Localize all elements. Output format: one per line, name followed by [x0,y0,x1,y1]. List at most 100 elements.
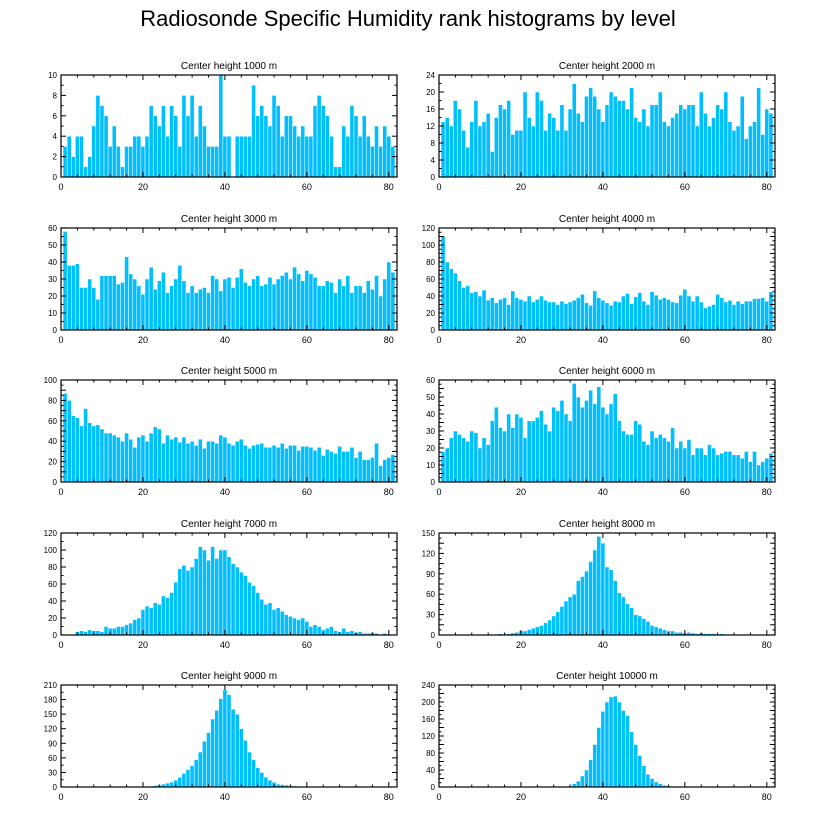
chart-1-bar [341,125,347,178]
chart-2-bar [756,87,761,178]
chart-8-xtick-label: 40 [598,640,608,650]
chart-5-bar [124,432,129,483]
chart-5-bar [320,455,326,483]
chart-6-bar [674,447,679,483]
chart-1-bar [185,115,191,178]
chart-5-bar [66,400,72,483]
chart-6-bar [567,420,573,483]
chart-8-ytick-label: 60 [426,590,435,599]
chart-3-bar [173,278,179,331]
chart-4-bar [485,300,491,331]
chart-7-bar [279,610,285,636]
chart-1-bar [296,135,301,178]
chart-6-bar [489,420,495,483]
chart-5-bar [177,441,183,483]
chart-5-bar [349,447,355,483]
chart-2-bar [682,108,688,178]
chart-1-ytick-label: 0 [53,173,58,182]
chart-5-bar [165,434,170,483]
chart-6-bar [571,383,577,483]
chart-1-ytick-label: 8 [53,91,58,100]
chart-1-bar [279,135,285,178]
chart-7-xtick-label: 0 [58,640,63,650]
chart-10-bar [576,780,581,788]
chart-3-bar [103,275,109,331]
chart-7-bar [152,602,158,636]
chart-10-ytick-label: 240 [422,681,436,690]
chart-1-bar [386,135,392,178]
chart-1-bar [267,125,273,178]
chart-6-bar [600,406,606,483]
chart-2-xtick-label: 80 [762,182,772,192]
chart-10-title: Center height 10000 m [556,671,658,682]
chart-1-title: Center height 1000 m [181,61,277,72]
chart-7-bar [161,595,166,636]
chart-4-bar [489,297,495,331]
chart-1-bar [169,105,174,178]
chart-2-bar [571,83,577,178]
chart-4-bar [698,301,704,331]
chart-5-bar [329,451,334,483]
chart-5-bar [70,415,76,483]
chart-3-bar [87,278,92,331]
chart-2-bar [670,117,675,178]
chart-4-bar [506,304,511,331]
chart-9-bar [238,728,244,788]
chart-7-bar [144,605,150,636]
chart-2-bar [543,130,548,178]
chart-10-bar [608,696,614,788]
chart-2-bar [444,117,450,178]
chart-5-bar [288,445,293,483]
chart-7-bar [316,626,322,636]
chart-6-bar [731,454,737,483]
chart-4-ytick-label: 0 [431,326,436,335]
chart-8-bar [522,630,528,636]
chart-3-ytick-label: 50 [48,241,57,250]
chart-9-bar [222,689,228,788]
chart-3-xtick-label: 40 [220,335,230,345]
chart-8-bar [608,569,614,636]
chart-4-bar [440,236,446,331]
chart-9-bar [263,777,269,788]
chart-5-bar [325,449,330,483]
chart-3-bar [349,292,355,331]
chart-6-bar [694,447,700,483]
chart-4-bar [621,295,626,331]
chart-6-xtick-label: 60 [680,487,690,497]
chart-6-bar [461,437,466,483]
chart-2-bar [506,100,511,178]
chart-8-bar [592,549,598,636]
chart-5-bar [91,425,97,483]
chart-7-ytick-label: 40 [48,597,57,606]
chart-4-ytick-label: 100 [422,241,436,250]
chart-10-bar [633,744,638,788]
chart-2-bar [522,91,528,178]
chart-4-bar [707,305,712,331]
chart-3-bar [185,292,191,331]
chart-5-bar [238,438,244,483]
chart-2-bar [453,100,458,178]
chart-4-ytick-label: 20 [426,309,435,318]
chart-6-bar [477,447,483,483]
chart-6-bar [662,437,667,483]
chart-2-bar [547,113,552,178]
chart-2-bar [653,104,659,178]
chart-9-bar [267,779,273,788]
chart-4-bar [629,303,634,331]
chart-7-bar [234,566,240,636]
chart-4-bar [744,300,749,331]
chart-4-bar [576,297,581,331]
chart-4-bar [625,293,630,331]
chart-8-xtick-label: 60 [680,640,690,650]
chart-6-bar [690,454,696,483]
chart-4-ytick-label: 60 [426,275,435,284]
chart-2-bar [559,104,565,178]
chart-2-bar [723,91,729,178]
chart-4-bar [465,285,470,331]
chart-5-xtick-label: 40 [220,487,230,497]
chart-6-ytick-label: 30 [426,427,435,436]
chart-5-bar [62,393,68,483]
chart-2-bar [678,104,684,178]
chart-2-bar [698,91,704,178]
chart-2-bar [608,91,614,178]
